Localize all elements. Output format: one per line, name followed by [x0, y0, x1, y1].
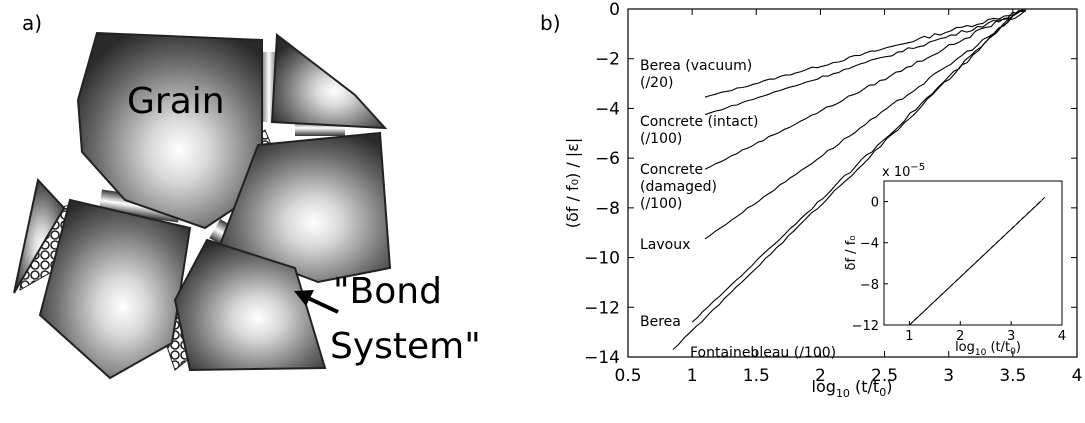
inset-y-ticks: 0 −4 −8 −12: [852, 196, 888, 334]
main-series-lines: [672, 8, 1027, 350]
inset-y-tick-label: −8: [860, 278, 879, 293]
main-x-tick-label: 3: [943, 366, 954, 386]
main-series-label: Concrete (damaged) (/100): [640, 162, 717, 212]
main-series-line: [704, 9, 1027, 240]
main-series-label: Berea: [640, 314, 681, 330]
main-series-line: [704, 10, 1026, 116]
inset-y-tick-label: −12: [852, 319, 879, 334]
panel-b-chart: b) 0.5 1 1.5 2 2.5 3 3.5 4 0 −2 −4 −6 −8 −10 −12 −14 B…: [540, 0, 1082, 400]
panel-a-letter: a): [22, 11, 42, 35]
main-plot-frame: [627, 8, 1078, 358]
inset-x-ticks: 1 2 3 4: [905, 321, 1066, 344]
main-series-line: [691, 9, 1020, 323]
main-y-tick-label: −10: [584, 249, 620, 269]
main-y-tick-label: −2: [595, 50, 620, 70]
inset-series-lines: [909, 195, 1048, 326]
main-y-tick-label: 0: [609, 0, 620, 20]
main-y-tick-label: −6: [595, 149, 620, 169]
inset-x-tick-label: 2: [956, 329, 964, 344]
inset-y-tick-label: −4: [860, 237, 879, 252]
main-series-line: [672, 9, 1020, 350]
main-series-label: Berea (vacuum) (/20): [640, 58, 752, 91]
inset-y-tick-label: 0: [871, 196, 879, 211]
main-x-tick-label: 1: [687, 366, 698, 386]
main-x-axis-label: log10 (t/t0): [812, 377, 893, 400]
main-x-tick-label: 2.5: [871, 366, 898, 386]
bond-pointer-arrow: [294, 290, 339, 314]
main-y-tick-label: −14: [584, 348, 620, 368]
main-y-ticks: 0 −2 −4 −6 −8 −10 −12 −14: [584, 0, 1077, 368]
main-y-tick-label: −12: [584, 298, 620, 318]
main-series-labels: Berea (vacuum) (/20) Concrete (intact) (/10…: [640, 58, 836, 361]
bond-system-label-line2: System": [330, 326, 481, 367]
inset-x-axis-label: log10 (t/t0): [955, 340, 1021, 358]
main-x-tick-label: 4: [1072, 366, 1083, 386]
main-series-label: Concrete (intact) (/100): [640, 114, 758, 147]
main-series-line: [704, 8, 1024, 170]
main-x-tick-label: 3.5: [999, 366, 1026, 386]
main-series-line: [704, 9, 1026, 98]
inset-multiplier: x 10−5: [882, 162, 925, 180]
main-x-ticks: 0.5 1 1.5 2 2.5 3 3.5 4: [614, 9, 1082, 386]
main-y-tick-label: −8: [595, 199, 620, 219]
main-x-tick-label: 1.5: [743, 366, 770, 386]
grain-label: Grain: [127, 81, 225, 122]
inset-x-tick-label: 4: [1058, 329, 1066, 344]
inset-background: [870, 165, 1070, 325]
panel-b-letter: b): [540, 11, 561, 35]
inset-x-tick-label: 1: [905, 329, 913, 344]
bond-system-label-line1: "Bond: [333, 271, 442, 312]
grain-particles: [13, 31, 392, 380]
main-y-tick-label: −4: [595, 99, 620, 119]
inset-x-tick-label: 3: [1007, 329, 1015, 344]
inset-plot-frame: [883, 180, 1063, 326]
main-series-label: Fontainebleau (/100): [690, 345, 836, 361]
panel-a-illustration: a) Grain "Bond System": [13, 11, 481, 380]
inset-y-axis-label: δf / f₀: [844, 236, 859, 271]
inset-series-line: [909, 195, 1048, 326]
main-x-tick-label: 0.5: [614, 366, 641, 386]
main-y-axis-label: (δf / f₀) / |ε|: [563, 138, 582, 229]
main-x-tick-label: 2: [815, 366, 826, 386]
main-series-label: Lavoux: [640, 237, 690, 253]
